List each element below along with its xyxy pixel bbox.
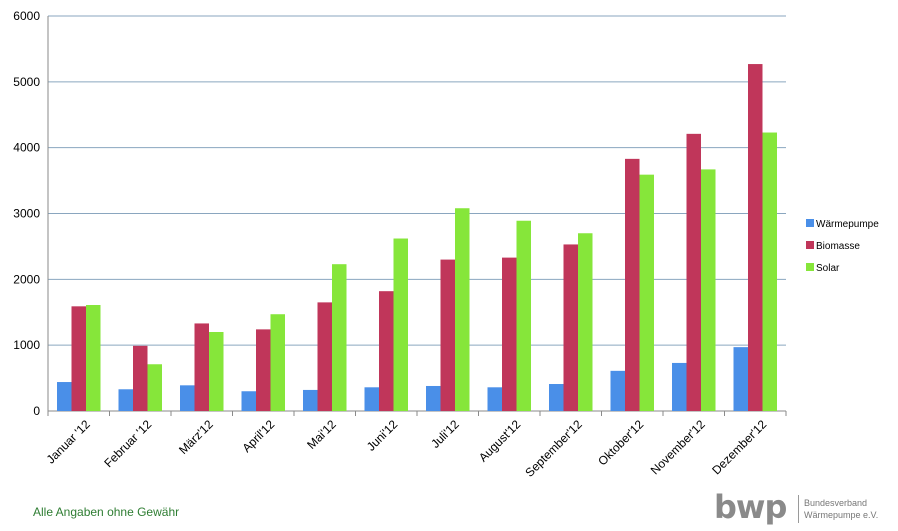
legend-swatch <box>806 241 814 249</box>
bar-biomasse <box>317 302 332 411</box>
bar-biomasse <box>686 133 701 411</box>
gridlines <box>47 15 786 412</box>
legend-label: Wärmepumpe <box>816 219 879 230</box>
logo-line-1: Bundesverband <box>804 498 868 508</box>
y-tick-label: 6000 <box>13 9 40 23</box>
bar-wärmepumpe <box>549 384 564 411</box>
bar-wärmepumpe <box>610 370 625 411</box>
x-tick-label: August'12 <box>476 417 524 465</box>
x-axis-ticks: Januar '12 Februar '12 März'12 April'12 Mai'… <box>44 417 770 480</box>
bar-solar <box>578 233 593 411</box>
bar-biomasse <box>625 158 640 411</box>
bar-solar <box>762 132 777 411</box>
bar-wärmepumpe <box>118 389 133 411</box>
legend-swatch <box>806 219 814 227</box>
y-tick-label: 5000 <box>13 75 40 89</box>
bar-wärmepumpe <box>241 391 256 411</box>
x-tick-label: April'12 <box>239 417 277 455</box>
bar-wärmepumpe <box>303 389 318 411</box>
bar-biomasse <box>748 64 763 411</box>
bar-biomasse <box>379 291 394 411</box>
bar-biomasse <box>440 259 455 411</box>
bar-biomasse <box>194 323 209 411</box>
x-tick-label: Dezember'12 <box>709 417 769 477</box>
bar-solar <box>209 332 224 411</box>
x-tick-label: März'12 <box>176 417 216 457</box>
bar-chart: 0 1000 2000 3000 4000 5000 6000 Januar '12 Febr… <box>13 9 879 480</box>
bar-solar <box>332 264 347 411</box>
y-tick-label: 1000 <box>13 338 40 352</box>
logo-text: Bundesverband Wärmepumpe e.V. <box>804 497 878 521</box>
bar-wärmepumpe <box>672 362 687 411</box>
bar-biomasse <box>256 329 271 411</box>
bar-solar <box>147 364 162 411</box>
y-tick-label: 0 <box>33 404 40 418</box>
bars <box>57 64 777 411</box>
y-axis-ticks: 0 1000 2000 3000 4000 5000 6000 <box>13 9 40 418</box>
bwp-logo: bwp Bundesverband Wärmepumpe e.V. <box>714 489 894 529</box>
x-tick-label: November'12 <box>648 417 708 477</box>
bar-solar <box>701 169 716 411</box>
bar-solar <box>639 174 654 411</box>
legend: Wärmepumpe Biomasse Solar <box>806 219 879 274</box>
bar-solar <box>86 305 101 411</box>
bar-biomasse <box>71 306 86 411</box>
bar-solar <box>270 314 285 411</box>
bar-wärmepumpe <box>180 385 195 411</box>
x-tick-label: Juni'12 <box>364 417 401 454</box>
y-tick-label: 3000 <box>13 207 40 221</box>
bar-wärmepumpe <box>364 387 379 411</box>
logo-mark: bwp <box>714 488 787 526</box>
logo-line-2: Wärmepumpe e.V. <box>804 510 879 520</box>
bar-wärmepumpe <box>733 347 748 411</box>
bar-wärmepumpe <box>57 382 72 411</box>
logo-divider <box>798 495 799 523</box>
footnote: Alle Angaben ohne Gewähr <box>33 505 180 519</box>
bar-biomasse <box>563 244 578 411</box>
bar-solar <box>516 220 531 411</box>
bar-solar <box>455 208 470 411</box>
y-tick-label: 2000 <box>13 272 40 286</box>
bar-wärmepumpe <box>487 387 502 411</box>
y-tick-label: 4000 <box>13 141 40 155</box>
legend-label: Biomasse <box>816 241 860 252</box>
x-tick-label: Februar '12 <box>101 417 154 470</box>
x-tick-label: Oktober'12 <box>595 417 646 468</box>
x-tick-label: Mai'12 <box>304 417 339 452</box>
x-axis <box>47 411 787 416</box>
x-tick-label: September'12 <box>522 417 585 480</box>
legend-swatch <box>806 263 814 271</box>
bar-biomasse <box>133 345 148 411</box>
bar-biomasse <box>502 257 517 411</box>
bar-wärmepumpe <box>426 385 441 411</box>
x-tick-label: Juli'12 <box>428 417 462 451</box>
legend-label: Solar <box>816 263 840 274</box>
bar-solar <box>393 238 408 411</box>
x-tick-label: Januar '12 <box>44 417 93 466</box>
